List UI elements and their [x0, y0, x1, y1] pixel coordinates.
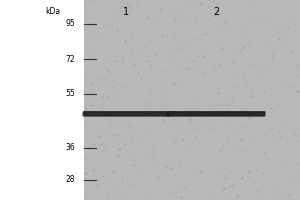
Text: kDa: kDa [45, 7, 60, 17]
FancyBboxPatch shape [84, 112, 168, 113]
Text: 2: 2 [213, 7, 219, 17]
Text: 95: 95 [65, 20, 75, 28]
Text: 28: 28 [65, 176, 75, 184]
Text: 55: 55 [65, 89, 75, 98]
FancyBboxPatch shape [167, 111, 266, 117]
FancyBboxPatch shape [168, 114, 264, 116]
FancyBboxPatch shape [84, 114, 168, 116]
Text: 36: 36 [65, 143, 75, 152]
Bar [84, 0, 300, 200]
Text: 72: 72 [65, 55, 75, 64]
Text: 1: 1 [123, 7, 129, 17]
FancyBboxPatch shape [82, 111, 169, 117]
FancyBboxPatch shape [168, 112, 264, 113]
